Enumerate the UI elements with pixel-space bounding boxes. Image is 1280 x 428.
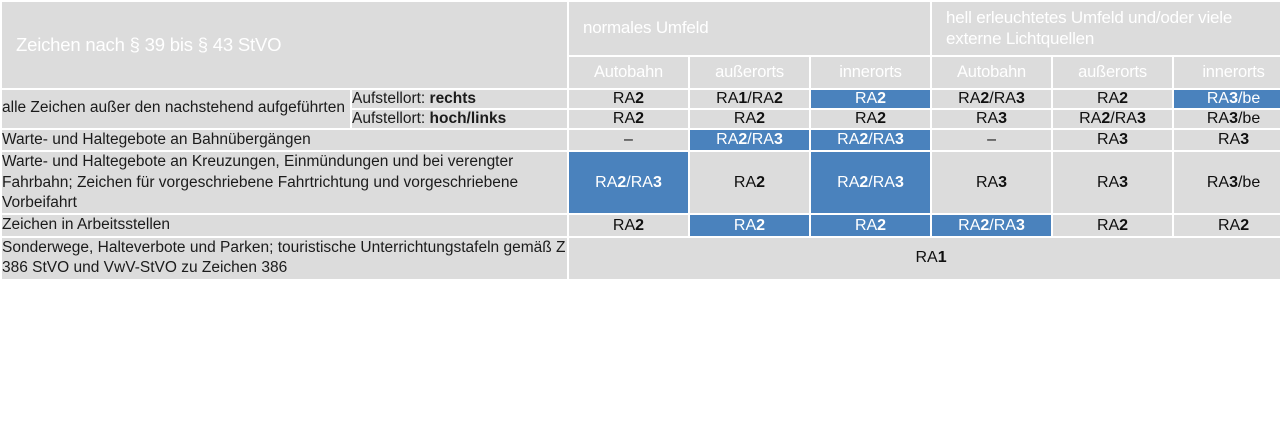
sub-label-prefix: Aufstellort: xyxy=(352,109,430,127)
value-text: RA2 xyxy=(612,109,645,127)
cell-value-highlighted: RA2 xyxy=(690,215,809,236)
cell-value: RA3 xyxy=(932,152,1052,214)
header-row-columns: Autobahn außerorts innerorts Autobahn au… xyxy=(2,57,1280,88)
cell-value: RA3 xyxy=(1053,129,1173,151)
column-header-innerorts-hell: innerorts xyxy=(1174,57,1280,88)
sub-label-emphasis: rechts xyxy=(429,89,477,107)
value-text: RA3 xyxy=(975,109,1008,127)
cell-value-highlighted: RA2 xyxy=(811,215,931,236)
cell-value: – xyxy=(932,129,1052,151)
table-row: Zeichen in Arbeitsstellen RA2 RA2 RA2 RA… xyxy=(2,215,1280,236)
value-text: RA2 xyxy=(1096,216,1129,234)
value-text: RA2 xyxy=(1217,216,1250,234)
value-text: RA2 xyxy=(854,89,887,107)
sub-label-aufstellort-hoch-links: Aufstellort: hoch/links xyxy=(352,109,567,128)
cell-value-highlighted: RA2/RA3 xyxy=(811,129,931,151)
value-text: RA2 xyxy=(854,109,887,127)
value-text: RA2/RA3 xyxy=(837,173,904,191)
table-row: Aufstellort: hoch/links RA2 RA2 RA2 RA3 … xyxy=(2,109,1280,128)
group-header-hell-erleuchtetes-umfeld: hell erleuchtetes Umfeld und/oder viele … xyxy=(932,2,1280,56)
row-label-sonderwege: Sonderwege, Halteverbote und Parken; tou… xyxy=(2,237,567,279)
value-text: RA2 xyxy=(612,89,645,107)
column-header-ausserorts-hell: außerorts xyxy=(1053,57,1173,88)
table-row: Warte- und Haltegebote an Bahnübergängen… xyxy=(2,129,1280,151)
cell-value: RA3 xyxy=(1174,129,1280,151)
value-text: RA2/RA3 xyxy=(958,89,1025,107)
cell-value-highlighted: RA2 xyxy=(811,89,931,108)
cell-value: RA3/be xyxy=(1174,109,1280,128)
cell-value: RA2 xyxy=(569,89,688,108)
value-text: RA2/RA3 xyxy=(1079,109,1146,127)
cell-value: RA3/be xyxy=(1174,152,1280,214)
value-text: RA2/RA3 xyxy=(958,216,1025,234)
value-text: – xyxy=(987,130,996,148)
cell-value-highlighted: RA3/be xyxy=(1174,89,1280,108)
value-text: RA3/be xyxy=(1206,89,1261,107)
value-text: RA1 xyxy=(915,249,947,267)
cell-value: RA1/RA2 xyxy=(690,89,809,108)
page-title: Zeichen nach § 39 bis § 43 StVO xyxy=(2,2,567,88)
value-text: RA2 xyxy=(1096,89,1129,107)
column-header-innerorts-normal: innerorts xyxy=(811,57,931,88)
cell-value-highlighted: RA2/RA3 xyxy=(811,152,931,214)
value-text: – xyxy=(624,130,633,148)
column-header-autobahn-hell: Autobahn xyxy=(932,57,1052,88)
row-label-arbeitsstellen: Zeichen in Arbeitsstellen xyxy=(2,215,567,236)
value-text: RA2 xyxy=(733,109,766,127)
value-text: RA3 xyxy=(1096,130,1129,148)
cell-value: RA2 xyxy=(690,109,809,128)
table-row: alle Zeichen außer den nachstehend aufge… xyxy=(2,89,1280,128)
cell-value: RA3 xyxy=(932,109,1052,128)
sub-label-prefix: Aufstellort: xyxy=(352,89,430,107)
cell-value-span-all: RA1 xyxy=(569,237,1280,279)
value-text: RA2/RA3 xyxy=(595,173,662,191)
cell-value: RA2 xyxy=(1053,89,1173,108)
cell-value: – xyxy=(569,129,688,151)
value-text: RA2 xyxy=(733,216,766,234)
sub-label-emphasis: hoch/links xyxy=(429,109,507,127)
group-header-normales-umfeld: normales Umfeld xyxy=(569,2,931,56)
cell-value: RA2 xyxy=(569,109,688,128)
value-text: RA1/RA2 xyxy=(716,89,783,107)
cell-value: RA3 xyxy=(1053,152,1173,214)
row-label-alle-zeichen: alle Zeichen außer den nachstehend aufge… xyxy=(2,89,350,128)
value-text: RA2/RA3 xyxy=(716,130,783,148)
table-row: Sonderwege, Halteverbote und Parken; tou… xyxy=(2,237,1280,279)
value-text: RA3 xyxy=(1096,173,1129,191)
cell-value: RA2/RA3 xyxy=(1053,109,1173,128)
value-text: RA2 xyxy=(612,216,645,234)
retroreflexion-table: Zeichen nach § 39 bis § 43 StVO normales… xyxy=(0,0,1280,281)
value-text: RA2 xyxy=(854,216,887,234)
value-text: RA2/RA3 xyxy=(837,130,904,148)
row-label-bahnuebergaenge: Warte- und Haltegebote an Bahnübergängen xyxy=(2,129,567,151)
value-text: RA3 xyxy=(1217,130,1250,148)
header-row-groups: Zeichen nach § 39 bis § 43 StVO normales… xyxy=(2,2,1280,88)
cell-value-highlighted: RA2/RA3 xyxy=(932,215,1052,236)
value-text: RA3/be xyxy=(1206,109,1261,127)
cell-value: RA2 xyxy=(1053,215,1173,236)
cell-value-highlighted: RA2/RA3 xyxy=(569,152,688,214)
cell-value: RA2/RA3 xyxy=(932,89,1052,108)
row-label-kreuzungen: Warte- und Haltegebote an Kreuzungen, Ei… xyxy=(2,152,567,214)
value-text: RA3 xyxy=(975,173,1008,191)
cell-value-highlighted: RA2/RA3 xyxy=(690,129,809,151)
value-text: RA2 xyxy=(733,173,766,191)
table-row: Warte- und Haltegebote an Kreuzungen, Ei… xyxy=(2,152,1280,214)
value-text: RA3/be xyxy=(1206,173,1261,191)
cell-value: RA2 xyxy=(1174,215,1280,236)
column-header-ausserorts-normal: außerorts xyxy=(690,57,809,88)
sub-label-aufstellort-rechts: Aufstellort: rechts xyxy=(352,89,567,108)
cell-value: RA2 xyxy=(690,152,809,214)
column-header-autobahn-normal: Autobahn xyxy=(569,57,688,88)
cell-value: RA2 xyxy=(811,109,931,128)
cell-value: RA2 xyxy=(569,215,688,236)
